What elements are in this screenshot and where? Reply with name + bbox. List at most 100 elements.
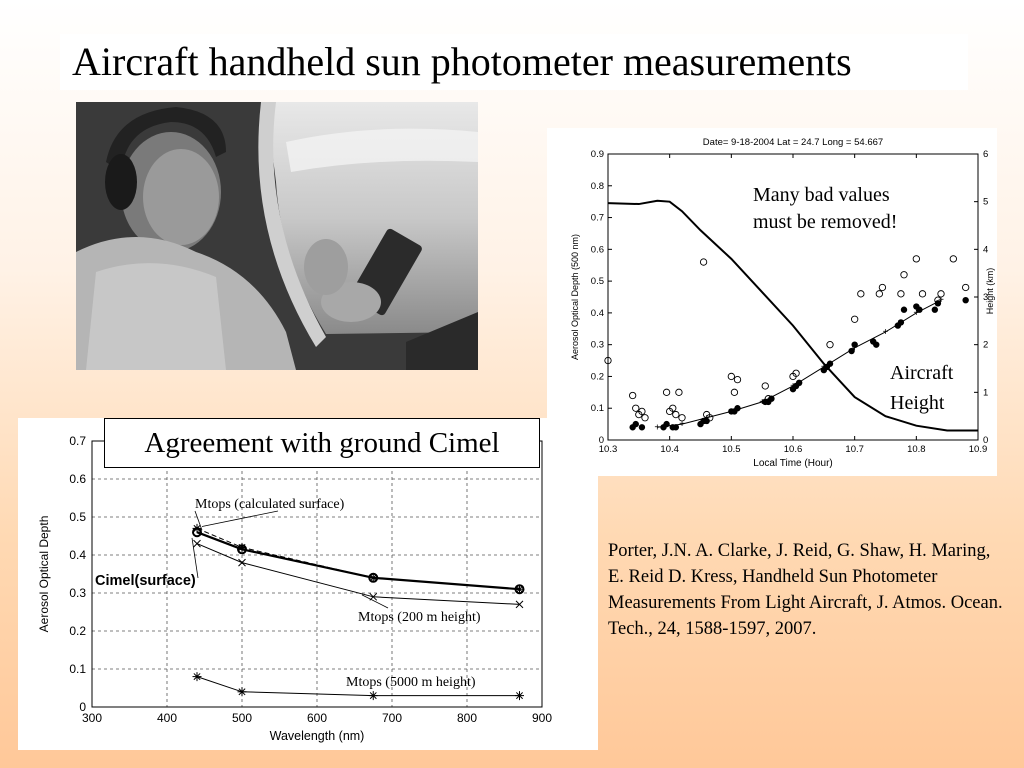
mtops-5000m-point (515, 691, 524, 701)
leader-cimel (191, 537, 199, 579)
x-tick-label: 10.9 (969, 444, 988, 455)
leader-mtops-calculated (194, 510, 203, 531)
aod-open-point (629, 391, 637, 400)
aod-filled-point (848, 347, 855, 355)
agreement-label: Agreement with ground Cimel (104, 418, 540, 468)
mtops-calculated-point (192, 523, 202, 533)
spectral-panel: 0 0.1 0.2 0.3 0.4 0.5 0.6 0.7 300 400 500 600 700 800… (18, 418, 598, 750)
y-tick-label: 0.5 (69, 510, 86, 524)
aod-open-point (878, 283, 887, 292)
aod-filled-point (931, 306, 939, 313)
aod-filled-point (632, 420, 639, 428)
aod-filled-point (900, 306, 908, 313)
aod-open-point (792, 369, 800, 377)
x-tick-label: 800 (457, 711, 477, 725)
x-tick-label: 300 (82, 711, 102, 725)
x-tick-label: 600 (307, 711, 327, 725)
y-tick-label: 0 (79, 700, 86, 714)
x-tick-label: 10.3 (599, 444, 618, 455)
label-mtops-200m: Mtops (200 m height) (358, 610, 481, 625)
y-tick-label: 0.2 (591, 371, 604, 382)
aod-fit-point: + (883, 327, 889, 338)
aod-open-point (937, 290, 945, 298)
aod-open-point (897, 290, 905, 298)
y2-tick-label: 3 (983, 292, 988, 303)
mtops-5000m-point (192, 672, 202, 682)
slide-title: Aircraft handheld sun photometer measure… (60, 34, 968, 90)
mtops-5000m-point (237, 687, 247, 697)
annotation-bad-values: must be removed! (753, 211, 897, 233)
y-tick-label: 0 (599, 435, 604, 446)
aod-open-point (638, 407, 646, 416)
height-line (607, 199, 978, 432)
aod-open-point (761, 382, 769, 390)
aod-open-point (912, 255, 920, 263)
mtops-calculated-point (515, 584, 524, 594)
y-tick-label: 0.6 (69, 472, 86, 486)
y-tick-label: 0.4 (591, 308, 604, 319)
y-tick-label: 0.3 (69, 586, 86, 600)
aod-filled-point (826, 360, 834, 367)
aod-filled-point (672, 424, 680, 431)
x-tick-label: 10.8 (907, 444, 926, 455)
spectral-chart: 0 0.1 0.2 0.3 0.4 0.5 0.6 0.7 300 400 500 600 700 800… (37, 434, 552, 743)
aod-open-point (730, 388, 739, 396)
aod-open-point (669, 404, 677, 412)
aod-filled-point (962, 296, 969, 304)
aod-fit-point: + (654, 422, 660, 433)
aod-filled-point (934, 300, 942, 307)
mtops-200m-point (238, 558, 246, 567)
aod-open-point (900, 271, 908, 279)
y-tick-label: 0.8 (591, 181, 604, 192)
aod-fit-point: + (852, 343, 858, 354)
x-tick-label: 10.6 (784, 444, 803, 455)
x-tick-label: 500 (232, 711, 252, 725)
label-cimel: Cimel(surface) (95, 573, 196, 589)
aod-filled-point (734, 405, 741, 412)
aod-open-point (949, 255, 957, 263)
y-tick-label: 0.6 (591, 244, 604, 255)
aod-open-point (662, 388, 671, 396)
aod-open-point (699, 258, 708, 266)
y2-tick-label: 4 (983, 244, 988, 255)
label-mtops-calculated: Mtops (calculated surface) (195, 497, 345, 512)
x-tick-label: 400 (157, 711, 177, 725)
aod-fit-point: + (679, 419, 685, 430)
cimel-line (196, 531, 520, 591)
time-series-chart: Date= 9-18-2004 Lat = 24.7 Long = 54.667… (570, 137, 995, 469)
x-axis-label: Local Time (Hour) (753, 458, 832, 469)
citation-text: Porter, J.N. A. Clarke, J. Reid, G. Shaw… (608, 541, 1003, 639)
label-mtops-5000m: Mtops (5000 m height) (346, 675, 476, 690)
y-tick-label: 0.4 (69, 548, 86, 562)
mtops-calculated-point (237, 542, 247, 552)
mtops-calculated-point (368, 573, 378, 583)
annotation-aircraft-height: Height (890, 392, 945, 414)
x-axis-label: Wavelength (nm) (270, 729, 365, 743)
aod-open-point (857, 290, 865, 298)
mtops-200m-point (515, 600, 524, 609)
y-tick-label: 0.7 (591, 213, 604, 224)
y-tick-label: 0.9 (591, 149, 604, 160)
aod-fit-point: + (913, 308, 919, 319)
aod-open-point (962, 283, 970, 292)
y2-tick-label: 5 (983, 197, 988, 208)
aod-filled-point (663, 420, 670, 428)
aod-filled-point (851, 341, 858, 348)
y2-tick-label: 0 (983, 435, 988, 446)
aod-filled-point (916, 306, 923, 313)
x-tick-label: 700 (382, 711, 402, 725)
x-tick-label: 10.4 (660, 444, 679, 455)
y-tick-label: 0.1 (591, 403, 604, 414)
y-axis-label: Aerosol Optical Depth (500 nm) (570, 234, 580, 360)
mtops-5000m-point (368, 691, 378, 701)
aod-filled-point (795, 379, 803, 386)
time-series-panel: Date= 9-18-2004 Lat = 24.7 Long = 54.667… (547, 128, 997, 476)
aod-open-point (672, 410, 680, 419)
chart-title: Date= 9-18-2004 Lat = 24.7 Long = 54.667 (703, 137, 883, 148)
y-tick-label: 0.1 (69, 662, 86, 676)
aod-filled-point (873, 341, 880, 348)
aod-filled-point (768, 395, 775, 402)
y-tick-label: 0.5 (591, 276, 604, 287)
aod-open-point (918, 290, 927, 298)
aod-open-point (875, 290, 883, 298)
